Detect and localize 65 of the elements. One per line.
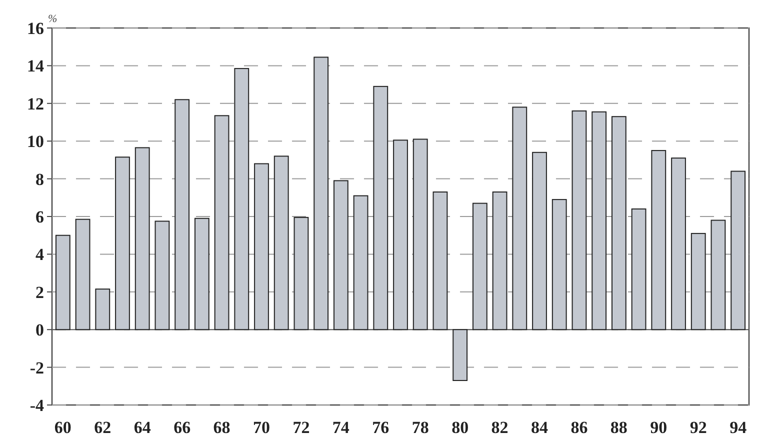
bar (75, 218, 90, 330)
x-tick-label: 70 (252, 418, 270, 437)
x-tick-label: 92 (690, 418, 707, 437)
bar (353, 195, 368, 330)
x-tick-label: 76 (372, 418, 390, 437)
bar (552, 199, 567, 330)
x-tick-label: 86 (570, 418, 588, 437)
bar (294, 216, 309, 330)
bar (452, 329, 468, 381)
bar (572, 110, 587, 330)
bar (690, 232, 706, 330)
y-tick-label: 8 (36, 170, 44, 189)
y-tick-label: -4 (30, 396, 44, 415)
x-tick-label: 78 (412, 418, 429, 437)
x-tick-label: 62 (94, 418, 112, 437)
x-tick-label: 68 (213, 418, 230, 437)
bar (373, 86, 388, 330)
bar (134, 147, 150, 330)
bar (492, 191, 508, 330)
y-tick-label: 14 (27, 56, 44, 76)
bar (234, 68, 250, 330)
bar (472, 202, 488, 330)
bar (174, 99, 190, 330)
x-tick-label: 66 (174, 418, 191, 437)
y-tick-label: 4 (36, 245, 44, 264)
x-tick-label: 84 (531, 418, 549, 437)
bar (730, 170, 746, 330)
y-tick-label: 6 (36, 207, 44, 226)
bar (631, 208, 646, 330)
bar (671, 158, 686, 330)
bar (412, 138, 428, 330)
bar (651, 150, 666, 330)
bar (214, 115, 230, 330)
x-tick-label: 94 (730, 418, 748, 437)
bar (532, 152, 547, 330)
y-tick-label: 10 (27, 132, 44, 152)
x-tick-label: 82 (491, 418, 508, 437)
bar (611, 116, 626, 330)
x-tick-label: 88 (610, 418, 628, 437)
bar (314, 56, 329, 330)
bar (592, 111, 607, 330)
x-tick-label: 64 (134, 418, 152, 437)
y-tick-label: -2 (30, 358, 44, 378)
bar (115, 156, 130, 330)
y-tick-label: 12 (27, 94, 44, 114)
bar (393, 140, 408, 330)
x-tick-label: 74 (332, 418, 350, 437)
x-tick-label: 90 (650, 418, 668, 437)
bar (333, 180, 348, 330)
bar (154, 220, 170, 330)
y-tick-label: 16 (27, 18, 44, 38)
bar (55, 234, 70, 330)
bar (95, 288, 110, 330)
bar (512, 106, 528, 330)
y-axis-title: % (48, 13, 58, 25)
x-tick-label: 72 (292, 418, 310, 437)
bar (194, 218, 210, 330)
x-tick-label: 80 (452, 418, 469, 437)
y-tick-label: 0 (36, 320, 44, 340)
x-tick-label: 60 (54, 418, 72, 437)
bar (432, 191, 448, 330)
bar (254, 163, 269, 330)
bar (274, 156, 289, 330)
y-tick-label: 2 (36, 282, 44, 302)
bar (710, 220, 726, 330)
